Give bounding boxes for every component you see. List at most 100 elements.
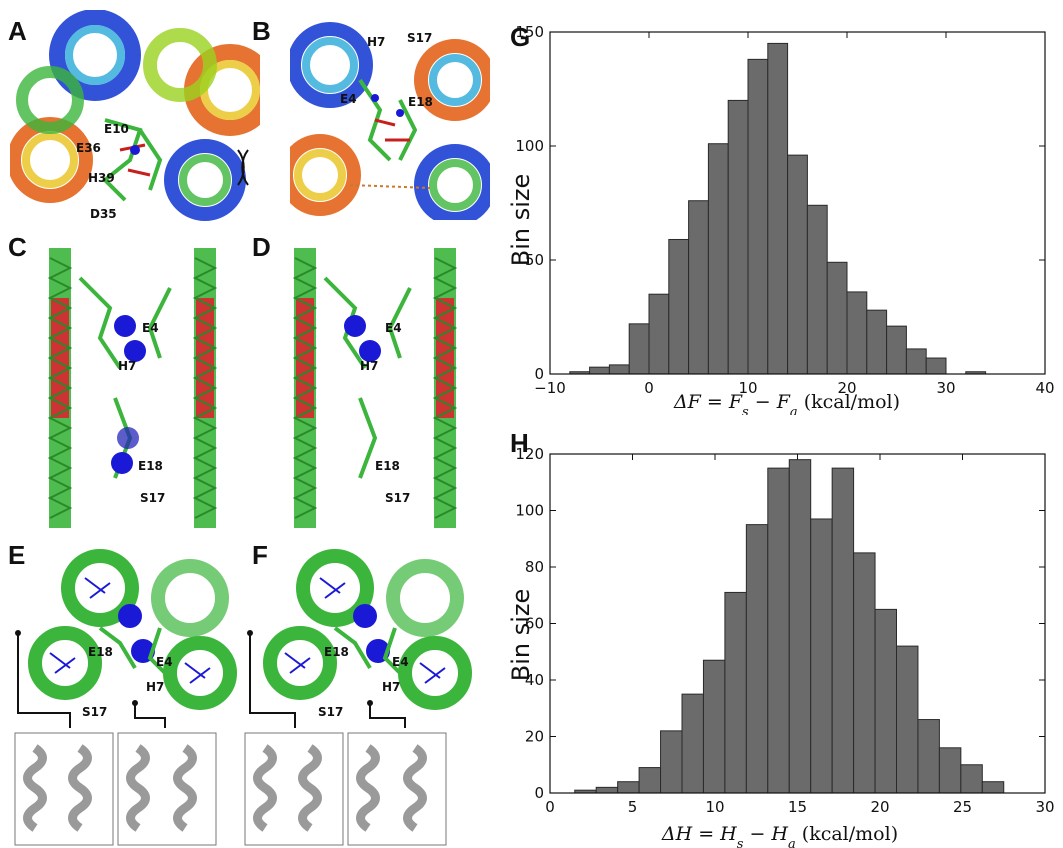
histogram-bar [853,552,876,794]
histogram-bar [960,764,983,794]
histogram-bar [905,348,927,375]
x-tick-label: 30 [1035,798,1054,816]
panel-label-e: E [8,540,26,570]
histogram-bar [648,293,670,375]
histogram-bar [866,309,888,375]
plot-frame [549,453,1046,794]
residue-label-e18: E18 [408,95,433,109]
panel-label-d: D [252,232,271,262]
panel-label-c: C [8,232,27,262]
residue-label-s17: S17 [140,491,165,505]
residue-label-e4: E4 [392,655,409,669]
residue-label-e4: E4 [385,321,402,335]
x-tick-label: −10 [534,379,566,397]
y-tick-label: 50 [525,251,544,269]
panel-label-b: B [252,16,271,46]
histogram-bar [788,459,812,794]
residue-label-h7: H7 [146,680,164,694]
histogram-bar [787,154,808,375]
histogram-bar [747,58,769,375]
histogram-bar [727,99,749,375]
y-tick-label: 20 [525,728,544,746]
x-tick-label: 20 [837,379,856,397]
histogram-bar [660,730,683,794]
x-tick-label: 25 [953,798,972,816]
x-tick-label: 30 [936,379,955,397]
residue-label-e18: E18 [375,459,400,473]
histogram-bar [668,238,690,375]
histogram-bar [826,261,848,375]
residue-label-h7: H7 [118,359,136,373]
histogram-bar [589,366,610,375]
residue-label-s17: S17 [318,705,343,719]
y-tick-label: 100 [515,137,544,155]
structure-panel-d: E4 H7 E18 S17 [292,248,458,528]
histogram-bar [846,291,868,375]
x-tick-label: 10 [705,798,724,816]
histogram-bar [886,325,907,375]
histogram-bar [938,747,962,794]
residue-label-e4: E4 [142,321,159,335]
residue-label-e10: E10 [104,122,129,136]
residue-label-h7: H7 [367,35,385,49]
structure-panel-a: E10 E36 H39 D35 [10,10,260,221]
residue-label-e18: E18 [324,645,349,659]
histogram-bar [638,767,662,794]
x-tick-label: 10 [738,379,757,397]
residue-label-d35: D35 [90,207,117,221]
x-axis-label: ΔF = Fs − Fa (kcal/mol) [673,391,900,415]
panel-label-g: G [510,22,531,52]
histogram-bar [595,786,619,794]
structure-panel-e: E18 E4 H7 S17 [14,549,237,846]
x-axis-label: ΔH = Hs − Ha (kcal/mol) [661,823,898,848]
residue-label-h7: H7 [360,359,378,373]
histogram-bar [707,143,729,375]
histogram-bar [617,781,640,794]
y-tick-label: 40 [525,671,544,689]
residue-label-e36: E36 [76,141,101,155]
panel-label-h: H [510,428,529,458]
residue-label-s17: S17 [385,491,410,505]
structure-panel-c: E4 H7 E18 S17 [47,248,218,528]
residue-label-h39: H39 [88,171,115,185]
residue-label-e18: E18 [138,459,163,473]
x-tick-label: 5 [628,798,638,816]
y-axis-label: Bin size [507,174,535,267]
histogram-bar [925,357,947,375]
y-axis-label: Bin size [507,589,535,682]
histogram-delta-h: Bin size 0 5 10 15 20 25 30 0 20 40 60 80 100 120 ΔH … [507,445,1055,848]
x-tick-label: 0 [545,798,555,816]
x-tick-label: 0 [644,379,654,397]
histogram-bar [608,364,630,375]
residue-label-s17: S17 [82,705,107,719]
y-tick-label: 120 [515,445,544,463]
histogram-bar [745,524,769,794]
histogram-bar [806,204,828,375]
y-tick-label: 0 [534,784,544,802]
plot-frame [549,31,1046,375]
histogram-bar [724,591,747,794]
histogram-bar [896,645,919,794]
residue-label-e4: E4 [156,655,173,669]
y-tick-label: 80 [525,558,544,576]
x-tick-label: 40 [1035,379,1054,397]
y-tick-label: 0 [534,365,544,383]
y-tick-label: 100 [515,502,544,520]
histogram-bar [767,467,790,794]
histogram-bar [628,323,650,375]
residue-label-e18: E18 [88,645,113,659]
residue-label-s17: S17 [407,31,432,45]
histogram-bar [681,693,704,794]
structure-panel-f: E18 E4 H7 S17 [244,549,472,846]
histogram-bar [688,200,709,375]
histogram-bar [831,467,855,794]
residue-label-e4: E4 [340,92,357,106]
histogram-bar [702,659,726,794]
histogram-bar [981,781,1005,794]
histogram-bar [767,42,789,375]
residue-label-h7: H7 [382,680,400,694]
panel-label-f: F [252,540,268,570]
histogram-bar [810,518,833,794]
y-tick-label: 150 [515,23,544,41]
